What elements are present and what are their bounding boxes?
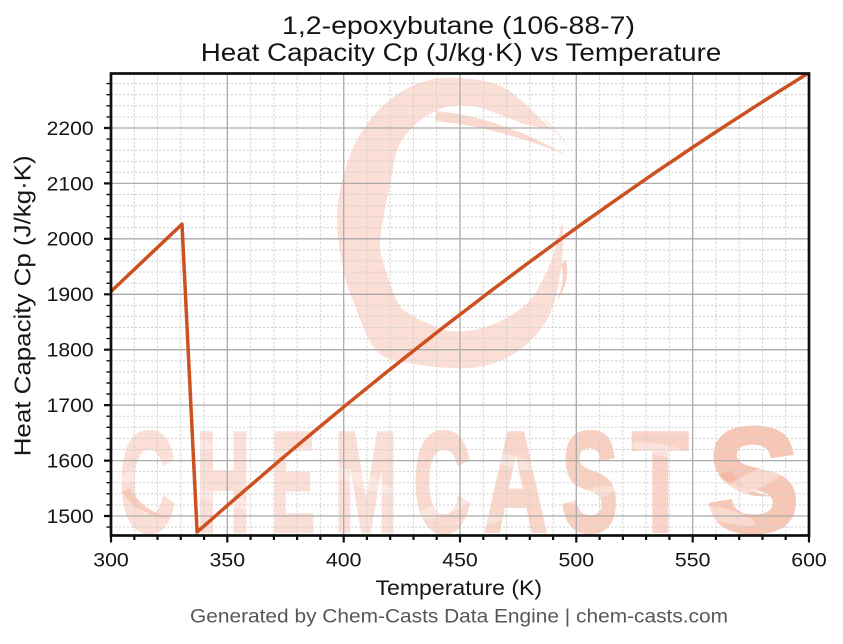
svg-text:A: A [484,403,548,562]
svg-text:550: 550 [675,551,711,572]
svg-text:450: 450 [442,551,478,572]
svg-text:500: 500 [559,551,595,572]
svg-text:Temperature (K): Temperature (K) [376,576,543,600]
svg-text:Heat Capacity Cp (J/kg·K): Heat Capacity Cp (J/kg·K) [10,155,36,456]
svg-text:2200: 2200 [47,119,94,140]
svg-text:350: 350 [210,551,246,572]
svg-text:400: 400 [326,551,362,572]
svg-text:300: 300 [93,551,129,572]
svg-text:1900: 1900 [47,285,94,306]
svg-text:2100: 2100 [47,174,94,195]
svg-text:600: 600 [791,551,827,572]
svg-text:E: E [271,403,315,562]
svg-text:S: S [562,403,619,562]
svg-text:C: C [120,403,176,562]
svg-text:2000: 2000 [47,230,94,251]
svg-text:1800: 1800 [47,341,94,362]
svg-text:T: T [632,403,689,562]
svg-text:1700: 1700 [47,396,94,417]
svg-text:H: H [196,403,251,562]
svg-text:Heat Capacity Cp (J/kg·K) vs T: Heat Capacity Cp (J/kg·K) vs Temperature [201,39,722,67]
svg-text:1,2-epoxybutane (106-88-7): 1,2-epoxybutane (106-88-7) [282,12,635,40]
svg-text:1600: 1600 [47,452,94,473]
svg-text:1500: 1500 [47,507,94,528]
svg-text:C: C [414,403,472,562]
svg-text:Generated by Chem-Casts Data E: Generated by Chem-Casts Data Engine | ch… [190,607,728,628]
